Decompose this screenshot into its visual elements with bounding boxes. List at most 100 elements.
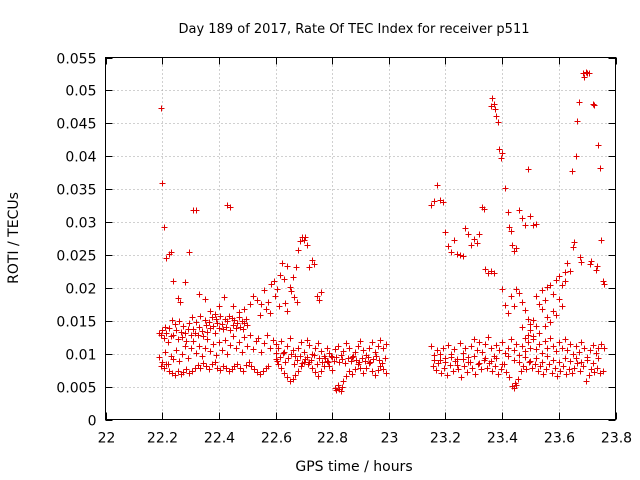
data-point bbox=[363, 365, 370, 372]
y-tick-label: 0.05 bbox=[65, 84, 96, 100]
data-point bbox=[550, 291, 557, 298]
data-point bbox=[562, 355, 569, 362]
data-point bbox=[291, 361, 298, 368]
data-point bbox=[219, 321, 226, 328]
data-point bbox=[590, 360, 597, 367]
data-point bbox=[219, 347, 226, 354]
data-point bbox=[380, 366, 387, 373]
data-point bbox=[530, 317, 537, 324]
data-point bbox=[360, 370, 367, 377]
data-point bbox=[175, 336, 182, 343]
data-point bbox=[273, 341, 280, 348]
data-point bbox=[161, 365, 168, 372]
data-point bbox=[471, 336, 478, 343]
data-point bbox=[574, 118, 581, 125]
data-point bbox=[239, 349, 246, 356]
data-point bbox=[465, 231, 472, 238]
data-point bbox=[533, 323, 540, 330]
data-point bbox=[264, 332, 271, 339]
data-point bbox=[271, 278, 278, 285]
data-point bbox=[251, 366, 258, 373]
data-point bbox=[505, 353, 512, 360]
data-point bbox=[474, 347, 481, 354]
data-point bbox=[161, 335, 168, 342]
data-point bbox=[522, 335, 529, 342]
data-point bbox=[448, 249, 455, 256]
data-point bbox=[451, 237, 458, 244]
data-point bbox=[444, 372, 451, 379]
data-point bbox=[298, 339, 305, 346]
data-point bbox=[163, 361, 170, 368]
data-point bbox=[547, 319, 554, 326]
data-point bbox=[178, 329, 185, 336]
chart-title: Day 189 of 2017, Rate Of TEC Index for r… bbox=[179, 22, 530, 37]
data-point bbox=[268, 281, 275, 288]
data-point bbox=[190, 338, 197, 345]
data-point bbox=[301, 349, 308, 356]
data-point bbox=[306, 342, 313, 349]
data-point bbox=[571, 365, 578, 372]
data-point bbox=[189, 368, 196, 375]
data-point bbox=[243, 316, 250, 323]
data-point bbox=[227, 327, 234, 334]
data-point bbox=[278, 365, 285, 372]
data-point bbox=[287, 335, 294, 342]
data-point bbox=[539, 287, 546, 294]
data-point bbox=[207, 308, 214, 315]
data-point bbox=[474, 240, 481, 247]
data-point bbox=[438, 370, 445, 377]
data-point bbox=[241, 306, 248, 313]
data-point bbox=[562, 278, 569, 285]
data-point bbox=[600, 278, 607, 285]
data-point bbox=[287, 284, 294, 291]
data-point bbox=[175, 368, 182, 375]
data-point bbox=[550, 357, 557, 364]
data-point bbox=[550, 343, 557, 350]
data-point bbox=[185, 355, 192, 362]
data-point bbox=[539, 350, 546, 357]
y-tick-label: 0.03 bbox=[65, 216, 96, 232]
data-point bbox=[576, 349, 583, 356]
data-point bbox=[441, 365, 448, 372]
data-point bbox=[346, 345, 353, 352]
data-point bbox=[434, 182, 441, 189]
x-tick-label: 23.4 bbox=[487, 431, 518, 447]
data-point bbox=[161, 224, 168, 231]
data-point bbox=[581, 345, 588, 352]
data-point bbox=[562, 269, 569, 276]
data-point bbox=[577, 254, 584, 261]
data-point bbox=[502, 302, 509, 309]
data-point bbox=[278, 338, 285, 345]
y-tick-label: 0.005 bbox=[56, 381, 96, 397]
data-point bbox=[297, 353, 304, 360]
data-point bbox=[329, 367, 336, 374]
data-point bbox=[288, 351, 295, 358]
data-point bbox=[476, 339, 483, 346]
data-point bbox=[434, 347, 441, 354]
data-point bbox=[440, 345, 447, 352]
data-point bbox=[362, 358, 369, 365]
data-point bbox=[588, 258, 595, 265]
data-point bbox=[295, 345, 302, 352]
data-point bbox=[312, 345, 319, 352]
data-point bbox=[346, 368, 353, 375]
data-point bbox=[578, 259, 585, 266]
data-point bbox=[277, 272, 284, 279]
data-point bbox=[570, 244, 577, 251]
data-point bbox=[267, 310, 274, 317]
data-point bbox=[276, 303, 283, 310]
data-point bbox=[274, 358, 281, 365]
data-point bbox=[290, 347, 297, 354]
data-point bbox=[573, 355, 580, 362]
data-point bbox=[577, 368, 584, 375]
data-point bbox=[550, 308, 557, 315]
data-point bbox=[537, 363, 544, 370]
data-point bbox=[428, 202, 435, 209]
data-point bbox=[304, 242, 311, 249]
data-point bbox=[454, 362, 461, 369]
data-point bbox=[173, 327, 180, 334]
data-point bbox=[199, 353, 206, 360]
data-point bbox=[533, 346, 540, 353]
data-point bbox=[543, 366, 550, 373]
data-point bbox=[176, 318, 183, 325]
